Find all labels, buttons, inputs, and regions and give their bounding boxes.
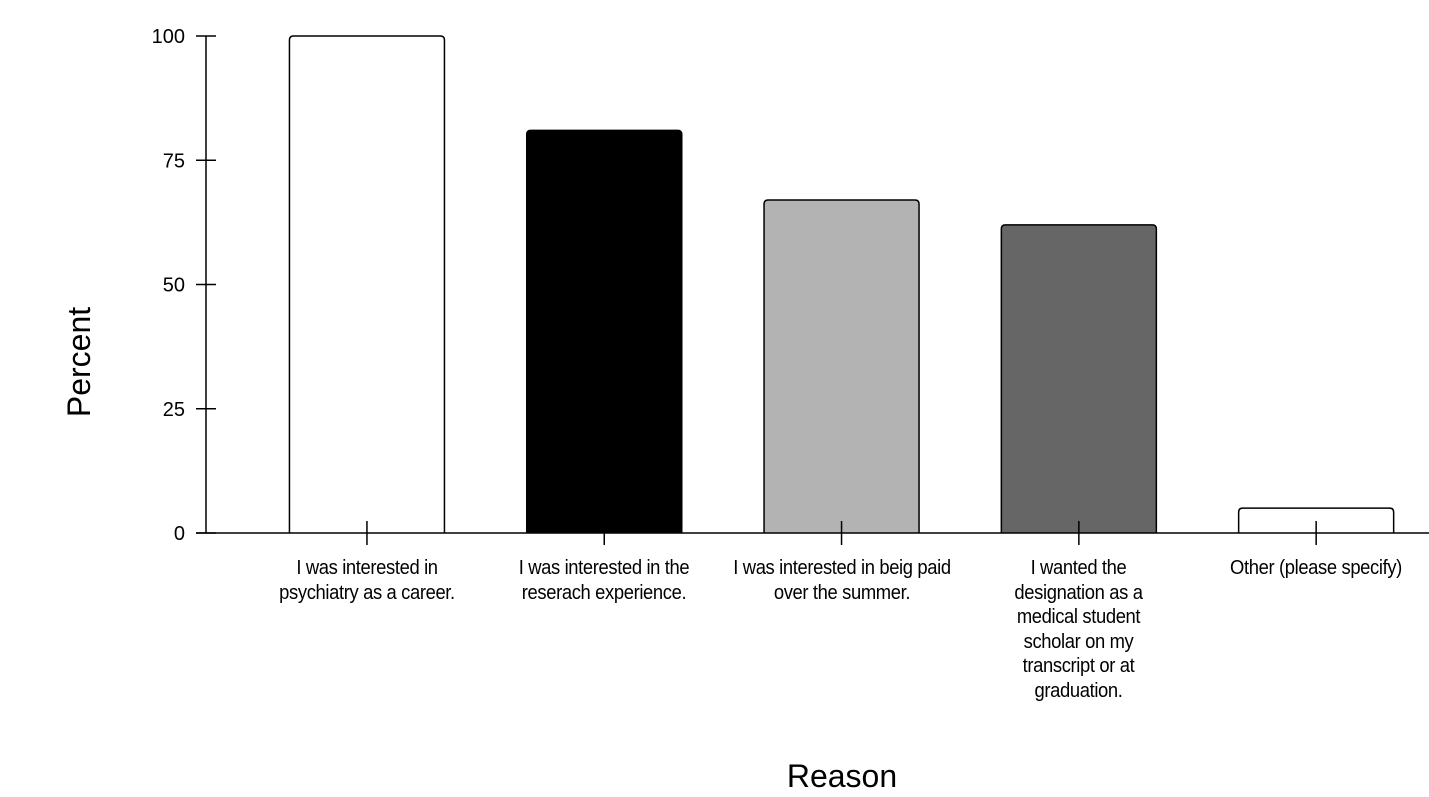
bar bbox=[763, 199, 920, 533]
bar bbox=[288, 35, 446, 533]
x-axis-title: Reason bbox=[787, 758, 897, 794]
x-tick-label: I was interested in psychiatry as a care… bbox=[279, 557, 455, 604]
bar bbox=[1000, 224, 1158, 533]
y-tick-label: 50 bbox=[163, 275, 185, 297]
bar bbox=[526, 129, 683, 533]
y-tick-label: 100 bbox=[152, 26, 185, 48]
y-axis-title: Percent bbox=[61, 307, 97, 417]
bar bbox=[1237, 507, 1395, 533]
x-tick-label: I was interested in beig paid over the s… bbox=[732, 557, 951, 604]
y-tick-label: 25 bbox=[163, 399, 185, 421]
x-tick-label: I wanted the designation as a medical st… bbox=[1014, 557, 1143, 702]
x-tick-label: Other (please specify) bbox=[1230, 557, 1403, 579]
y-tick-label: 0 bbox=[174, 523, 185, 545]
x-tick-label: I was interested in the reserach experie… bbox=[518, 557, 690, 604]
y-tick-label: 75 bbox=[163, 150, 185, 172]
